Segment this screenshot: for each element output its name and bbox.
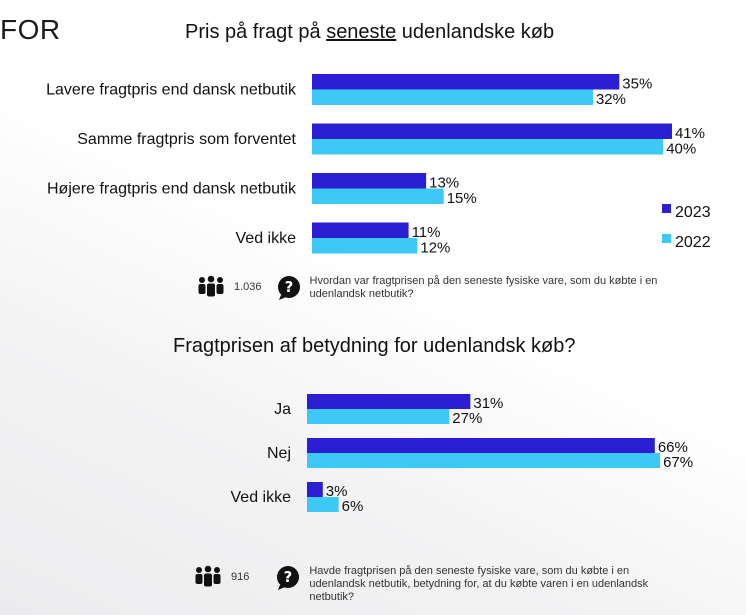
svg-text:?: ? [284,278,293,296]
section-title-fragment: FOR [0,14,61,45]
data-label: 13% [429,175,459,192]
chart1-title: Pris på fragt på seneste udenlandske køb [185,21,554,44]
chart1-footnote: 1.036 ? Hvordan var fragtprisen på den s… [196,275,676,301]
bar-2022 [312,89,593,105]
bar-2023 [307,438,655,453]
question-bubble-icon: ? [277,276,300,300]
bar-2023 [312,74,620,90]
data-label: 3% [326,483,348,500]
data-label: 15% [447,190,477,207]
bar-2022 [307,409,450,424]
data-label: 41% [675,125,705,142]
bar-2023 [312,123,672,139]
category-label: Højere fragtpris end dansk netbutik [47,181,297,198]
data-label: 40% [666,141,696,158]
category-label: Ved ikke [231,489,292,506]
category-label: Nej [267,445,291,462]
category-label: Samme fragtpris som forventet [77,131,296,148]
category-label: Lavere fragtpris end dansk netbutik [46,82,297,99]
people-icon [198,275,224,297]
chart1-title-after: udenlandske køb [396,21,555,43]
bar-2022 [312,188,444,204]
data-label: 27% [452,410,482,427]
bar-2022 [312,238,418,254]
data-label: 67% [663,454,693,471]
data-label: 35% [622,76,652,93]
people-icon [195,565,221,587]
bar-2023 [307,394,471,409]
bar-2022 [307,453,661,468]
chart2-footnote: 916 ? Havde fragtprisen på den seneste f… [193,565,673,604]
bar-2022 [312,139,664,155]
chart1-question: Hvordan var fragtprisen på den seneste f… [309,275,658,300]
legend-swatch-2022 [662,234,671,243]
chart2-respondent-count: 916 [231,571,250,583]
legend-label: 2023 [675,204,711,221]
category-label: Ja [274,401,291,418]
chart2-title: Fragtprisen af betydning for udenlandsk … [173,335,576,357]
chart1-respondent-count: 1.036 [234,281,262,293]
bar-2023 [312,222,409,238]
data-label: 31% [473,395,503,412]
data-label: 66% [658,439,688,456]
category-label: Ved ikke [236,230,297,247]
question-bubble-icon: ? [277,566,300,590]
chart2-question: Havde fragtprisen på den seneste fysiske… [309,565,649,603]
chart1-title-underlined: seneste [326,21,397,43]
legend-swatch-2023 [662,204,671,213]
data-label: 12% [420,240,450,257]
legend-label: 2022 [675,234,711,251]
bar-2022 [307,497,339,512]
bar-2023 [307,482,323,497]
bar-2023 [312,173,427,189]
data-label: 11% [412,224,441,241]
data-label: 6% [342,498,364,515]
chart1-title-before: Pris på fragt på [185,21,327,43]
data-label: 32% [596,91,626,108]
svg-text:?: ? [284,568,293,586]
